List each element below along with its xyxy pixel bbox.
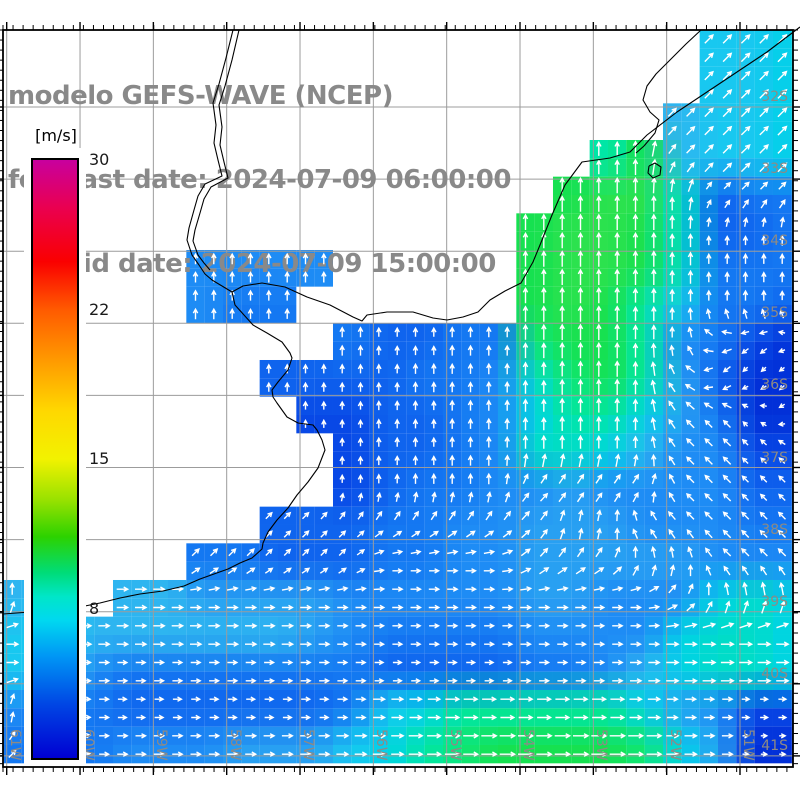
colorbar-tick-22: 22 bbox=[89, 299, 110, 319]
colorbar bbox=[24, 148, 86, 766]
coastline-river_west_bank bbox=[186, 29, 234, 293]
coastline-river_east_bank bbox=[192, 29, 240, 271]
direction-arrows bbox=[6, 33, 800, 758]
coastline-lagoon bbox=[635, 29, 702, 154]
forecast-date-line: forecast date: 2024-07-09 06:00:00 bbox=[8, 165, 511, 195]
coastline-island bbox=[647, 162, 662, 179]
coastline bbox=[2, 26, 800, 615]
model-title: modelo GEFS-WAVE (NCEP) bbox=[8, 81, 393, 111]
latlon-gridlines bbox=[3, 30, 793, 767]
colorbar-tick-30: 30 bbox=[89, 150, 110, 169]
map-frame-and-ticks bbox=[0, 22, 800, 775]
colorbar-gradient bbox=[31, 158, 79, 760]
colorbar-unit-label: [m/s] bbox=[35, 126, 77, 145]
colorbar-tick-8: 8 bbox=[89, 598, 100, 618]
colorbar-tick-15: 15 bbox=[89, 449, 110, 468]
coastline-mainland bbox=[2, 26, 800, 615]
